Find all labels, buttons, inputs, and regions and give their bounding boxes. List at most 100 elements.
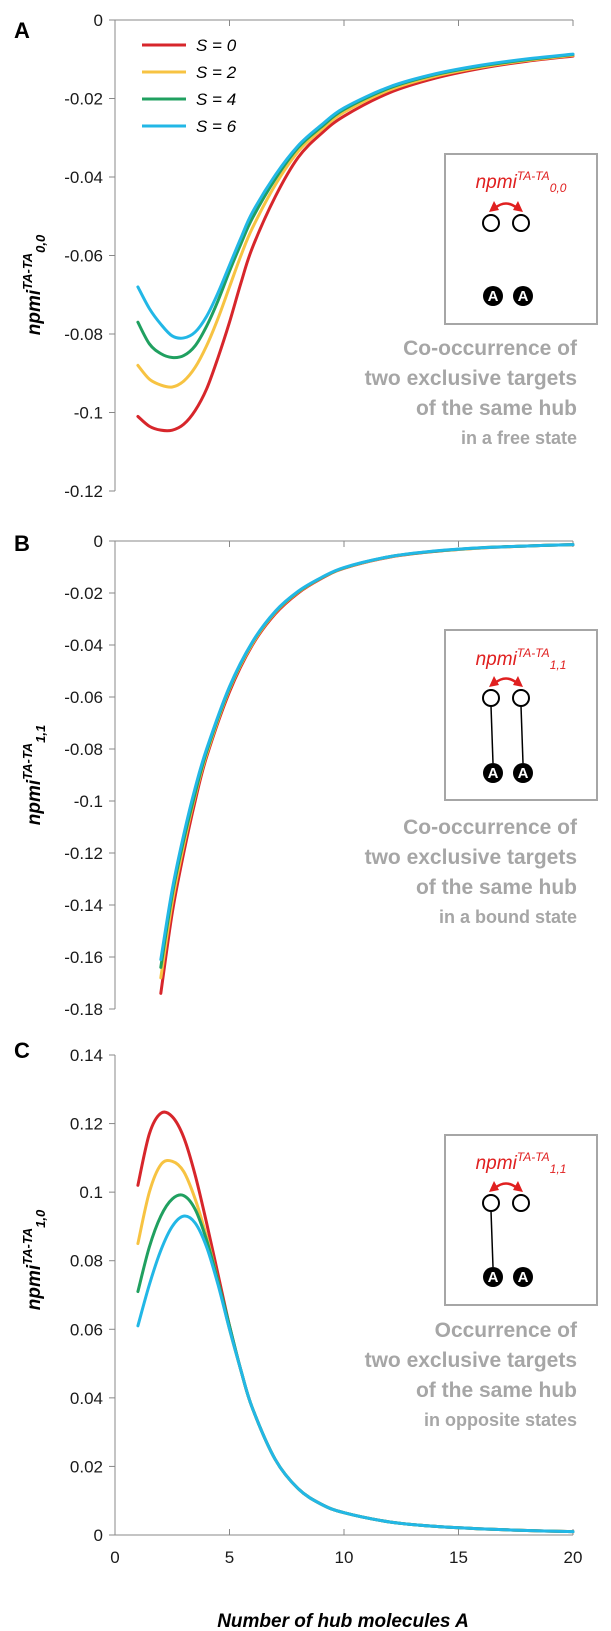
y-tick-label: -0.16 [64,948,103,967]
inset-frame-a [444,153,598,325]
y-tick-label: 0.02 [70,1457,103,1476]
target-node-right-c [512,1194,530,1212]
axes-a: 0 -0.02 -0.04 -0.06 -0.08 -0.1 -0.12 [64,11,574,501]
inset-a: npmiTA-TA0,0 A A [444,153,598,325]
inset-arrowhead-left-a [489,201,499,212]
hub-node-right-label-b: A [518,765,529,782]
series-line-s2 [136,53,575,389]
y-tick-label: -0.1 [74,792,103,811]
caption-line-3-c: of the same hub [416,1379,577,1402]
caption-line-4-b: in a bound state [439,907,577,927]
legend-label-s4: S = 4 [196,90,236,109]
y-tick-label: -0.02 [64,90,103,109]
x-axis-label: Number of hub molecules A [217,1611,469,1631]
inset-arrowhead-right-b [513,676,523,687]
inset-label-b: npmiTA-TA1,1 [476,646,567,672]
lines-a [136,52,575,433]
caption-line-3-a: of the same hub [416,397,577,420]
y-tick-label: 0.08 [70,1252,103,1271]
x-tick-label: 15 [449,1548,468,1567]
caption-a: Co-occurrence of two exclusive targets o… [365,337,578,448]
panel-b: B npmiTA-TA1,1 0 -0.02 -0.04 -0.06 -0.08 -0.1… [14,531,598,1019]
x-tick-label: 20 [564,1548,583,1567]
binding-link-left-b [490,705,494,764]
hub-node-left-b [483,763,503,783]
y-tick-label: -0.12 [64,844,103,863]
caption-line-1-c: Occurrence of [435,1319,578,1342]
y-tick-label: 0 [94,532,103,551]
series-line-s6 [136,1214,575,1534]
inset-label-a: npmiTA-TA0,0 [476,169,567,195]
axes-c: 0.14 0.12 0.1 0.08 0.06 0.04 0.02 0 [70,1046,574,1545]
lines-c [136,1110,575,1534]
x-tick-label: 5 [225,1548,234,1567]
y-tick-label: 0 [94,1526,103,1545]
y-axis-label-c: npmiTA-TA1,0 [20,1209,48,1310]
y-tick-label: -0.04 [64,168,103,187]
hub-node-right-label-c: A [518,1269,529,1286]
panel-label-b: B [14,531,30,556]
caption-line-2-b: two exclusive targets [365,846,577,869]
series-line-s6 [136,52,575,340]
y-tick-label: -0.14 [64,896,103,915]
panel-a: A npmiTA-TA0,0 0 -0.02 -0.04 -0.06 -0.08 -0.1… [14,11,598,501]
y-axis-label-a: npmiTA-TA0,0 [20,234,48,335]
caption-b: Co-occurrence of two exclusive targets o… [365,816,578,927]
caption-line-1-a: Co-occurrence of [403,337,578,360]
y-tick-label: -0.04 [64,636,103,655]
target-node-left-a [482,214,500,232]
legend: S = 0 S = 2 S = 4 S = 6 [142,36,237,136]
y-axis-label-b: npmiTA-TA1,1 [20,725,48,826]
y-tick-label: -0.08 [64,740,103,759]
caption-line-4-a: in a free state [461,428,577,448]
inset-c: npmiTA-TA1,1 A A [444,1134,598,1306]
y-tick-label: -0.06 [64,688,103,707]
target-node-right-a [512,214,530,232]
panel-c: C npmiTA-TA1,0 0.140.120.10.080.060.040.… [14,1038,598,1545]
hub-node-left-label-c: A [488,1269,499,1286]
inset-arrowhead-left-b [489,676,499,687]
inset-arrowhead-right-a [513,201,523,212]
legend-label-s6: S = 6 [196,117,237,136]
x-tick-label: 0 [110,1548,119,1567]
inset-b: npmiTA-TA1,1 A A [444,629,598,801]
y-tick-label: -0.1 [74,404,103,423]
panel-label-c: C [14,1038,30,1063]
inset-arrowhead-left-c [489,1181,499,1192]
y-tick-label: 0 [94,11,103,30]
x-tick-label: 10 [335,1548,354,1567]
inset-arrowhead-right-c [513,1181,523,1192]
axes-b: 0 -0.02 -0.04 -0.06 -0.08 -0.1 -0.12 -0.14 -0.16… [64,532,574,1019]
hub-node-right-b [513,763,533,783]
y-tick-label: -0.08 [64,325,103,344]
y-tick-label: 0.04 [70,1389,103,1408]
target-node-left-b [482,689,500,707]
inset-label-c: npmiTA-TA1,1 [476,1150,567,1176]
target-node-right-b [512,689,530,707]
caption-line-2-a: two exclusive targets [365,367,577,390]
hub-node-right-c [513,1267,533,1287]
caption-line-2-c: two exclusive targets [365,1349,577,1372]
caption-c: Occurrence of two exclusive targets of t… [365,1319,578,1430]
hub-node-left-c [483,1267,503,1287]
hub-node-right-a [513,286,533,306]
target-node-left-c [482,1194,500,1212]
legend-label-s0: S = 0 [196,36,237,55]
y-tick-label: -0.02 [64,584,103,603]
y-tick-label: -0.18 [64,1000,103,1019]
hub-node-right-label-a: A [518,288,529,305]
y-tick-label: 0.12 [70,1115,103,1134]
y-tick-label: 0.1 [79,1183,103,1202]
hub-node-left-label-a: A [488,288,499,305]
legend-label-s2: S = 2 [196,63,237,82]
y-tick-label: 0.06 [70,1320,103,1339]
hub-node-left-label-b: A [488,765,499,782]
y-tick-label: 0.14 [70,1046,103,1065]
y-tick-label: -0.06 [64,247,103,266]
series-line-s6 [159,543,575,962]
caption-line-3-b: of the same hub [416,876,577,899]
series-line-s0 [136,54,575,433]
binding-link-left-c [490,1210,494,1268]
x-axis-tick-labels: 0 5 10 15 20 [110,1548,582,1567]
